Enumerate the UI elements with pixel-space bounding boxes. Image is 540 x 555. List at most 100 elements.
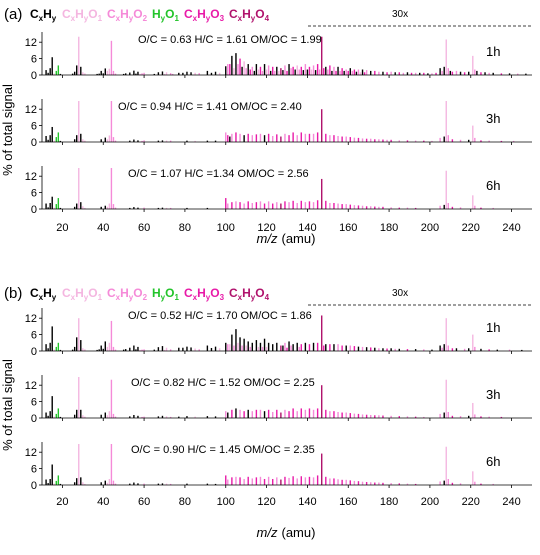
spectrum-bar: [257, 346, 260, 351]
spectrum-bar: [480, 483, 482, 485]
spectrum-bar: [243, 478, 245, 485]
legend-element-symbol: O: [165, 7, 174, 21]
spectrum-bar: [76, 135, 78, 142]
spectrum-bar: [312, 133, 315, 142]
spectrum-bar: [402, 72, 405, 75]
spectrum-bar: [47, 72, 49, 75]
spectrum-bar: [472, 195, 474, 209]
x-axis-label-unit: (amu): [282, 525, 316, 540]
spectrum-bar: [73, 482, 76, 485]
spectrum-bar: [247, 409, 249, 418]
spectrum-bar: [194, 348, 196, 351]
spectrum-bar: [108, 411, 111, 418]
spectrum-bar: [227, 135, 229, 142]
time-label: 1h: [486, 44, 500, 59]
spectrum-bar: [276, 66, 278, 75]
x-tick-label: 60: [138, 496, 150, 508]
spectrum-bar: [325, 409, 327, 418]
spectrum-bar: [508, 349, 511, 351]
spectrum-bar: [104, 205, 106, 209]
spectrum-bar: [53, 349, 55, 351]
spectrum-bar: [178, 416, 180, 418]
spectrum-bar: [247, 64, 249, 75]
spectrum-bar: [296, 411, 298, 418]
spectrum-bar: [243, 61, 245, 75]
spectrum-bar: [443, 204, 445, 209]
spectrum-bar: [227, 412, 229, 418]
legend-entry-1: CxHyO1: [62, 7, 103, 23]
legend-subscript: x: [193, 293, 198, 302]
spectrum-bar: [480, 140, 482, 142]
legend-subscript: x: [39, 293, 44, 302]
spectrum-bar: [365, 414, 368, 418]
spectrum-bar: [374, 206, 376, 209]
spectrum-bar: [480, 348, 482, 351]
spectrum-bar: [280, 479, 282, 485]
spectrum-bar: [357, 346, 360, 351]
spectrum-bar: [139, 349, 141, 351]
spectrum-bar: [255, 202, 258, 209]
spectrum-bar: [133, 207, 135, 209]
legend-subscript: x: [193, 14, 198, 23]
spectrum-bar: [80, 202, 82, 209]
time-label: 3h: [486, 111, 500, 126]
legend-element-symbol: H: [120, 286, 129, 300]
spectrum-bar: [337, 203, 339, 209]
spectrum-bar: [59, 349, 62, 351]
spectrum-bar: [47, 483, 49, 485]
legend-entry-2: CxHyO2: [107, 286, 148, 302]
spectrum-bar: [51, 196, 53, 209]
spectrum-bar: [304, 477, 307, 485]
spectrum-bar: [474, 205, 476, 209]
spectrum-bar: [49, 135, 51, 142]
scale-note: 30x: [392, 288, 408, 299]
spectrum-bar: [214, 483, 217, 485]
spectrum-bar: [288, 135, 290, 142]
spectrum-bar: [112, 204, 115, 209]
spectrum-bar: [300, 344, 302, 351]
spectrum-bar: [300, 476, 302, 485]
spectrum-bar: [78, 168, 80, 209]
spectrum-bar: [474, 414, 476, 418]
spectrum-bar: [141, 73, 143, 75]
spectrum-bar: [218, 348, 221, 351]
spectrum-bar: [133, 482, 135, 485]
spectrum-bar: [300, 66, 302, 75]
spectrum-bar: [114, 207, 117, 209]
spectrum-bar: [341, 204, 343, 209]
spectrum-bar: [365, 347, 368, 351]
spectrum-bar: [298, 346, 300, 351]
legend-element-symbol: H: [75, 7, 84, 21]
spectrum-bar: [239, 337, 241, 351]
spectrum-bar: [165, 416, 168, 418]
legend-subscript: x: [116, 14, 121, 23]
spectrum-bar: [47, 207, 49, 209]
x-tick-label: 80: [179, 222, 191, 234]
spectrum-bar: [261, 346, 264, 351]
x-tick-label: 100: [217, 222, 235, 234]
spectrum-bar: [100, 482, 102, 485]
spectrum-bar: [316, 475, 319, 485]
spectrum-bar: [129, 140, 131, 142]
spectrum-bar: [143, 72, 145, 75]
spectrum-bar: [137, 71, 139, 75]
spectrum-bar: [102, 348, 104, 351]
spectrum-bar: [233, 345, 235, 351]
spectrum-bar: [161, 483, 164, 485]
spectrum-bar: [225, 475, 227, 485]
spectrum-bar: [45, 344, 47, 351]
spectrum-bar: [104, 412, 106, 418]
spectrum-bar: [296, 342, 298, 351]
spectrum-bar: [47, 139, 49, 142]
spectrum-bar: [337, 479, 339, 485]
spectrum-bar: [247, 133, 249, 142]
spectrum-bar: [241, 345, 243, 351]
spectrum-bar: [500, 416, 503, 418]
spectrum-bar: [57, 408, 60, 418]
spectrum-bar: [331, 70, 333, 75]
x-tick-labels: 20 40 60 80 100 120 140 160 180 200 220 240: [56, 222, 520, 234]
spectrum-bar: [51, 126, 53, 142]
spectrum-bar: [280, 203, 282, 209]
spectrum-bar: [157, 72, 160, 75]
spectrum-bar: [76, 337, 78, 351]
